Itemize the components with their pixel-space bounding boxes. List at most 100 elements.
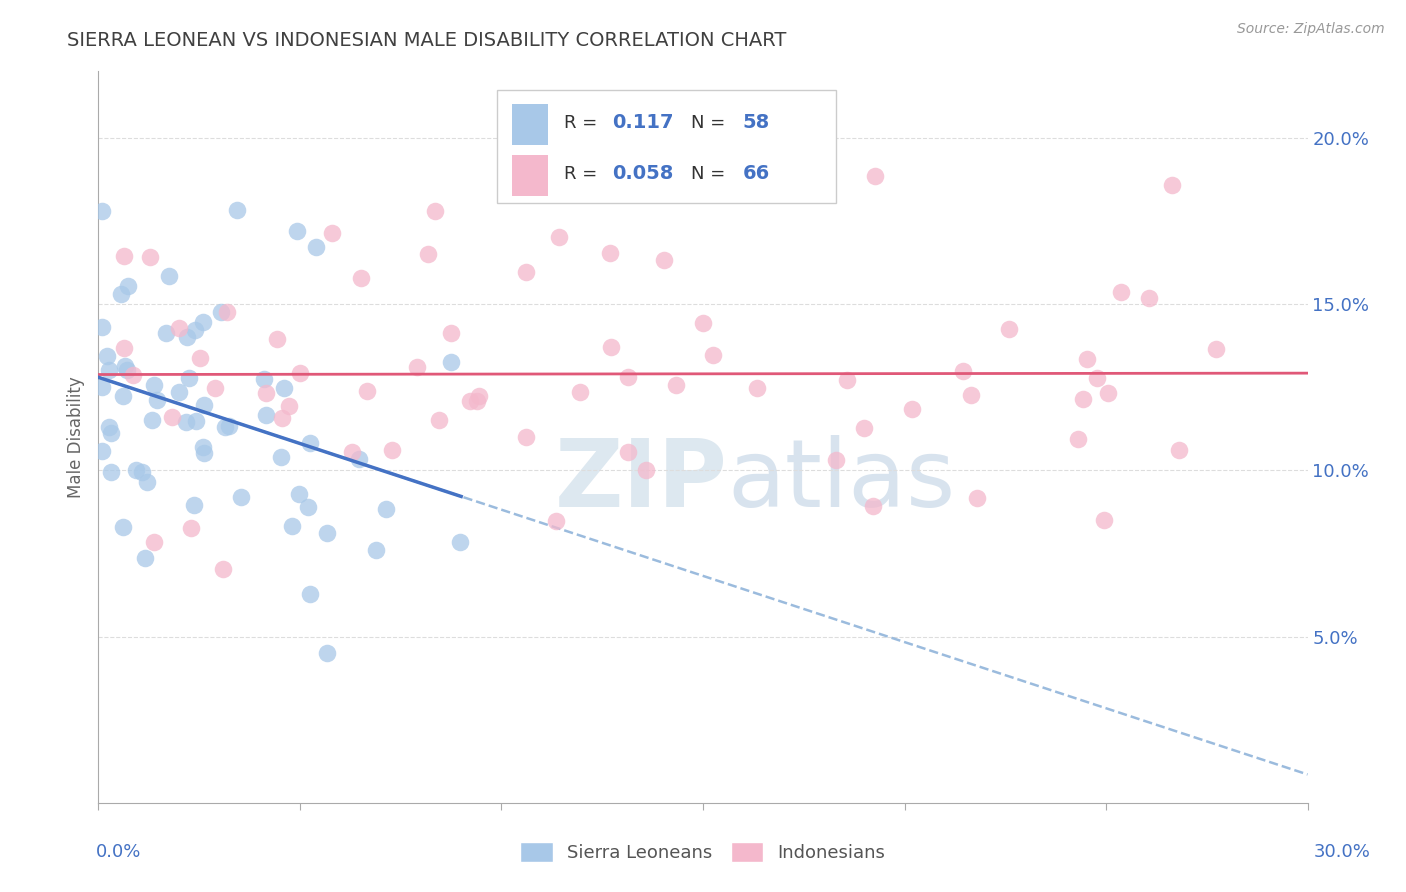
- Point: [747, 382, 769, 396]
- Point: [122, 368, 145, 383]
- Point: [515, 430, 537, 444]
- Point: [1168, 442, 1191, 457]
- Point: [350, 271, 373, 285]
- Point: [636, 462, 658, 476]
- Point: [211, 562, 233, 576]
- Point: [177, 371, 200, 385]
- Point: [665, 378, 688, 392]
- Point: [458, 394, 481, 409]
- Point: [423, 203, 446, 218]
- Point: [347, 451, 370, 466]
- Point: [299, 436, 322, 450]
- Point: [440, 326, 463, 340]
- Point: [188, 351, 211, 366]
- Point: [91, 204, 114, 219]
- Point: [112, 519, 135, 533]
- Point: [966, 491, 988, 505]
- Point: [167, 321, 190, 335]
- Point: [91, 319, 114, 334]
- Y-axis label: Male Disability: Male Disability: [67, 376, 86, 498]
- Point: [297, 500, 319, 514]
- Point: [91, 444, 114, 458]
- Point: [100, 425, 122, 440]
- Point: [97, 420, 120, 434]
- Point: [254, 386, 277, 401]
- Text: 66: 66: [742, 164, 770, 183]
- Point: [569, 384, 592, 399]
- Text: N =: N =: [690, 165, 731, 183]
- Point: [115, 363, 138, 377]
- Point: [160, 409, 183, 424]
- Point: [315, 525, 337, 540]
- Point: [141, 413, 163, 427]
- Point: [142, 378, 165, 392]
- Point: [270, 450, 292, 464]
- Legend: Sierra Leoneans, Indonesians: Sierra Leoneans, Indonesians: [513, 834, 893, 870]
- Point: [215, 304, 238, 318]
- Point: [1097, 386, 1119, 401]
- Point: [231, 490, 253, 504]
- FancyBboxPatch shape: [498, 90, 837, 203]
- Text: 0.058: 0.058: [613, 164, 673, 183]
- Point: [997, 322, 1019, 336]
- Point: [183, 323, 205, 337]
- Point: [1071, 392, 1094, 407]
- Point: [112, 341, 135, 355]
- Point: [617, 445, 640, 459]
- Point: [1160, 178, 1182, 192]
- Text: SIERRA LEONEAN VS INDONESIAN MALE DISABILITY CORRELATION CHART: SIERRA LEONEAN VS INDONESIAN MALE DISABI…: [67, 31, 787, 50]
- Point: [449, 535, 471, 549]
- Text: R =: R =: [564, 165, 603, 183]
- Point: [281, 519, 304, 533]
- Point: [167, 384, 190, 399]
- Point: [1137, 291, 1160, 305]
- Point: [406, 360, 429, 375]
- Point: [135, 475, 157, 490]
- Text: 30.0%: 30.0%: [1315, 843, 1371, 861]
- Text: atlas: atlas: [727, 435, 956, 527]
- Point: [305, 239, 328, 253]
- Point: [825, 453, 848, 467]
- Point: [288, 366, 311, 380]
- Text: 58: 58: [742, 113, 770, 132]
- Point: [176, 415, 198, 429]
- Point: [114, 359, 136, 373]
- Point: [298, 587, 321, 601]
- Point: [193, 446, 215, 460]
- Text: R =: R =: [564, 113, 603, 131]
- Point: [416, 247, 439, 261]
- FancyBboxPatch shape: [512, 104, 548, 145]
- Point: [218, 419, 240, 434]
- Point: [98, 362, 121, 376]
- Point: [277, 400, 299, 414]
- Point: [193, 398, 215, 412]
- Text: N =: N =: [690, 113, 731, 131]
- Point: [546, 515, 568, 529]
- Point: [193, 315, 215, 329]
- Point: [266, 332, 288, 346]
- Point: [131, 465, 153, 479]
- Point: [960, 388, 983, 402]
- Text: 0.0%: 0.0%: [96, 843, 141, 861]
- Point: [1205, 342, 1227, 356]
- Point: [91, 380, 114, 394]
- Point: [1092, 513, 1115, 527]
- Point: [287, 487, 309, 501]
- Point: [862, 500, 884, 514]
- Point: [273, 381, 295, 395]
- Point: [340, 445, 363, 459]
- Point: [96, 350, 118, 364]
- Point: [159, 269, 181, 284]
- FancyBboxPatch shape: [512, 155, 548, 195]
- Point: [439, 354, 461, 368]
- Point: [117, 279, 139, 293]
- Point: [1111, 285, 1133, 299]
- Point: [863, 169, 886, 184]
- Point: [155, 326, 177, 340]
- Point: [143, 534, 166, 549]
- Point: [616, 369, 638, 384]
- Point: [125, 463, 148, 477]
- Point: [183, 498, 205, 512]
- Point: [191, 440, 214, 454]
- Point: [952, 363, 974, 377]
